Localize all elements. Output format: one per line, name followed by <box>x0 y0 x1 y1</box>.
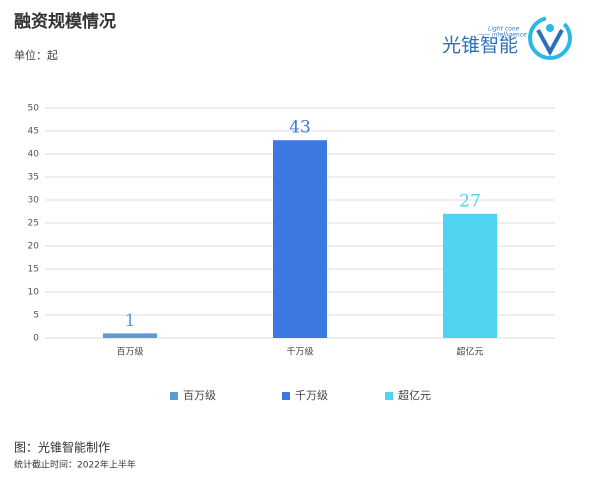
note: 统计截止时间：2022年上半年 <box>14 459 136 471</box>
logo: 光锥智能 Light cone —— intelligence <box>442 16 572 60</box>
logo-tagline: —— intelligence <box>478 32 527 39</box>
data-label: 43 <box>289 118 311 138</box>
x-tick-label: 超亿元 <box>456 346 483 358</box>
y-tick-label: 50 <box>28 104 40 114</box>
x-tick-label: 百万级 <box>116 346 143 358</box>
legend-label: 超亿元 <box>398 388 431 402</box>
chart-title: 融资规模情况 <box>14 11 116 32</box>
y-tick-label: 0 <box>33 334 39 344</box>
logo-dot <box>546 24 554 32</box>
y-tick-label: 45 <box>28 127 39 137</box>
y-tick-label: 35 <box>28 173 39 183</box>
bar <box>443 213 497 338</box>
y-tick-label: 30 <box>28 196 40 206</box>
y-tick-label: 25 <box>28 219 39 229</box>
data-label: 1 <box>125 311 136 331</box>
y-tick-label: 15 <box>28 265 39 275</box>
data-label: 27 <box>459 191 481 211</box>
bar <box>103 333 157 338</box>
legend-label: 千万级 <box>295 389 328 402</box>
logo-ring <box>528 16 572 60</box>
logo-name: 光锥智能 <box>442 35 518 57</box>
legend-label: 百万级 <box>183 389 216 402</box>
legend-swatch <box>282 392 290 400</box>
logo-mark <box>536 29 564 57</box>
legend-swatch <box>385 392 393 400</box>
bar <box>273 140 327 338</box>
y-tick-label: 40 <box>28 150 40 160</box>
chart-subtitle: 单位：起 <box>14 48 58 62</box>
y-tick-label: 20 <box>28 242 40 252</box>
y-tick-label: 5 <box>33 311 39 321</box>
legend-swatch <box>170 392 178 400</box>
x-tick-label: 千万级 <box>286 346 313 358</box>
source: 图：光锥智能制作 <box>14 440 110 455</box>
logo-tagline: Light cone <box>488 26 520 33</box>
y-tick-label: 10 <box>28 288 40 298</box>
